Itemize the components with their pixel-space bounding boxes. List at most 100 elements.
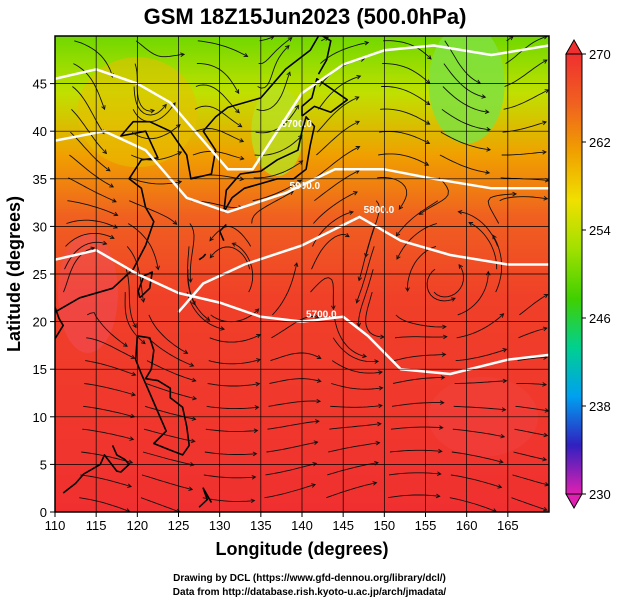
streamline-arrow [364, 40, 370, 46]
streamline [266, 441, 318, 453]
streamline [314, 170, 360, 202]
streamline [451, 451, 503, 463]
streamline [268, 400, 321, 407]
streamline-arrow [239, 138, 245, 143]
streamline-arrow [512, 191, 518, 197]
streamline-arrow [128, 459, 134, 465]
streamline [331, 360, 383, 374]
streamline-arrow [113, 224, 118, 229]
streamline-arrow [357, 276, 363, 282]
x-tick-label: 115 [86, 518, 107, 533]
streamline [86, 312, 128, 347]
streamline-arrow [234, 89, 240, 95]
streamline [132, 102, 176, 123]
streamline-arrow [150, 108, 156, 114]
x-tick-label: 140 [291, 518, 313, 533]
streamline [74, 40, 114, 78]
streamline [504, 59, 548, 87]
streamline [519, 294, 548, 316]
streamline-arrow [356, 74, 362, 80]
streamline-arrow [344, 232, 350, 238]
x-tick-label: 110 [45, 518, 66, 533]
streamline [186, 291, 225, 330]
streamline-arrow [398, 205, 404, 210]
streamline-arrow [155, 265, 160, 271]
coast-line [223, 116, 316, 213]
streamline [82, 428, 134, 440]
streamline [64, 241, 107, 270]
streamline-arrow [129, 436, 135, 441]
y-axis-label: Latitude (degrees) [4, 196, 24, 352]
coast-line [62, 445, 130, 494]
streamline-arrow [348, 210, 354, 215]
streamline [144, 405, 196, 420]
streamline [131, 151, 182, 161]
streamline-arrow [543, 506, 548, 512]
colorbar-tick-label: 270 [589, 47, 611, 62]
streamline-arrow [313, 440, 319, 445]
streamline [265, 462, 317, 476]
streamline-arrow [109, 234, 115, 240]
streamline [270, 352, 322, 362]
streamline [316, 120, 360, 156]
y-tick-label: 15 [33, 362, 47, 377]
streamline-arrow [450, 297, 456, 302]
streamline-arrow [484, 109, 490, 115]
streamline [329, 423, 381, 430]
streamline [453, 405, 506, 411]
streamline-arrow [500, 433, 506, 439]
contour-label: 5800.0 [364, 205, 395, 216]
streamline [81, 451, 133, 464]
streamline [189, 223, 195, 283]
x-tick-label: 155 [415, 518, 437, 533]
streamline [387, 494, 440, 499]
streamline-arrow [256, 334, 262, 339]
streamline-arrow [130, 354, 136, 360]
colorbar: 270 262 254 246 238 230 [565, 38, 611, 510]
streamline [271, 315, 319, 339]
streamline [141, 474, 193, 490]
streamline [383, 40, 432, 60]
streamline [393, 353, 446, 362]
streamline-arrow [435, 493, 441, 499]
streamline [126, 246, 145, 303]
contour-label: 5700.0 [306, 310, 337, 321]
streamline [433, 264, 464, 298]
streamline [389, 449, 442, 453]
streamline [333, 314, 367, 358]
streamline [407, 245, 437, 292]
colorbar-fill [565, 53, 583, 495]
streamline [131, 124, 181, 140]
streamline-arrow [375, 440, 381, 446]
streamline-arrow [458, 264, 463, 269]
streamline [203, 474, 256, 479]
streamline [68, 177, 117, 203]
streamline-arrow [425, 120, 431, 125]
streamline [84, 383, 136, 396]
streamline-arrow [498, 459, 504, 464]
streamline [377, 177, 408, 210]
streamline-arrow [298, 160, 304, 165]
streamline-arrow [499, 313, 505, 318]
streamline [503, 89, 549, 110]
streamline-arrow [123, 342, 128, 347]
streamline [505, 36, 548, 64]
streamline [142, 451, 194, 466]
streamline [73, 63, 106, 110]
y-tick-label: 35 [33, 172, 47, 187]
streamline [380, 108, 430, 125]
streamline [517, 356, 548, 362]
streamline-arrow [440, 375, 446, 380]
streamline-arrow [312, 461, 318, 467]
contour-line [177, 215, 549, 313]
streamline [388, 472, 441, 476]
x-tick-label: 145 [332, 518, 354, 533]
streamline [63, 247, 95, 293]
streamline [450, 474, 502, 488]
streamline [440, 131, 491, 151]
streamline-arrow [284, 44, 290, 50]
streamline [378, 153, 429, 166]
streamline-arrow [256, 358, 262, 363]
streamline [83, 405, 135, 418]
streamline [125, 269, 137, 328]
